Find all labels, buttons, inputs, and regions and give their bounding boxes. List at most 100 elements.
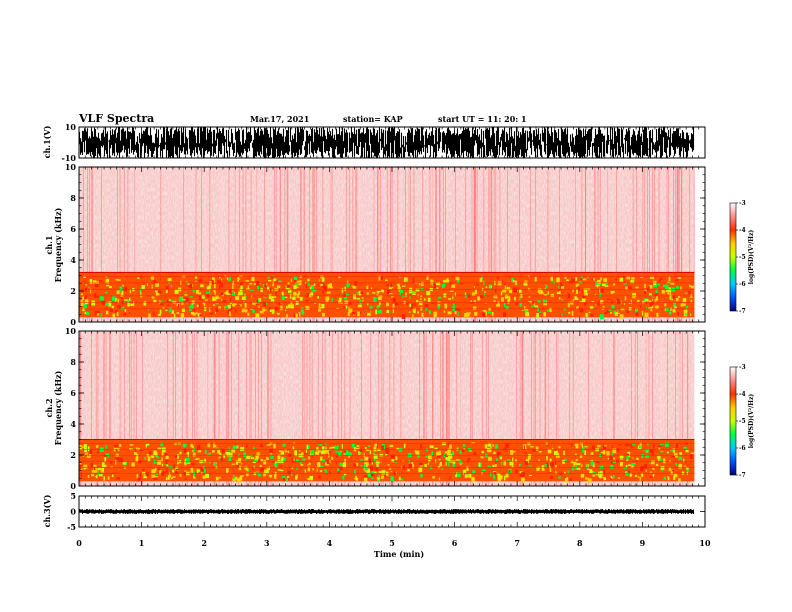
band-cell <box>423 298 426 301</box>
band-cell <box>599 314 604 320</box>
band-cell <box>377 448 381 451</box>
band-cell <box>366 292 369 295</box>
band-cell <box>286 313 288 319</box>
band-cell <box>263 297 267 299</box>
band-cell <box>127 302 130 307</box>
band-cell <box>321 304 325 309</box>
band-cell <box>652 296 654 298</box>
band-cell <box>566 279 569 282</box>
band-cell <box>635 286 639 289</box>
band-cell <box>153 477 158 480</box>
band-cell <box>221 449 225 454</box>
band-cell <box>295 313 298 319</box>
band-cell <box>544 288 546 290</box>
band-cell <box>185 281 189 284</box>
band-cell <box>603 451 606 455</box>
band-cell <box>619 277 624 282</box>
band-cell <box>264 284 268 288</box>
band-cell <box>236 445 239 449</box>
band-cell <box>650 475 653 478</box>
band-cell <box>145 443 148 448</box>
band-cell <box>675 463 678 466</box>
band-cell <box>235 465 240 468</box>
band-cell <box>212 296 217 301</box>
band-cell <box>106 278 110 284</box>
band-cell <box>221 456 223 461</box>
band-cell <box>434 447 438 450</box>
band-cell <box>181 308 185 312</box>
band-cell <box>390 454 395 459</box>
band-cell <box>307 278 310 282</box>
band-cell <box>192 449 194 452</box>
band-cell <box>393 458 396 461</box>
band-cell <box>272 461 275 463</box>
date-label: Mar.17, 2021 <box>250 114 309 124</box>
band-cell <box>549 469 552 474</box>
band-cell <box>684 292 688 295</box>
band-cell <box>660 301 664 303</box>
band-cell <box>448 455 451 461</box>
band-cell <box>457 279 460 284</box>
band-cell <box>258 298 262 302</box>
band-cell <box>273 279 277 281</box>
band-cell <box>571 278 575 283</box>
band-cell <box>320 284 323 286</box>
band-cell <box>652 275 655 280</box>
band-cell <box>660 450 664 453</box>
band-cell <box>217 449 220 454</box>
band-cell <box>257 299 260 304</box>
band-cell <box>196 304 200 308</box>
band-cell <box>546 309 550 312</box>
band-cell <box>243 452 247 457</box>
band-cell <box>661 289 665 294</box>
band-cell <box>598 284 602 286</box>
band-cell <box>452 295 454 300</box>
band-cell <box>112 313 115 318</box>
band-cell <box>229 275 231 280</box>
band-cell <box>528 296 531 298</box>
band-cell <box>678 478 681 482</box>
band-cell <box>208 289 211 295</box>
band-cell <box>426 291 431 296</box>
band-cell <box>623 467 627 469</box>
band-cell <box>200 470 203 474</box>
band-cell <box>121 290 124 296</box>
band-cell <box>649 471 653 473</box>
band-cell <box>585 476 588 480</box>
band-cell <box>252 302 257 305</box>
band-cell <box>313 302 317 305</box>
band-cell <box>667 292 670 295</box>
band-cell <box>293 279 297 282</box>
band-cell <box>233 474 235 480</box>
band-cell <box>367 312 371 316</box>
band-cell <box>445 462 447 466</box>
band-cell <box>347 311 350 317</box>
band-cell <box>545 284 548 289</box>
band-cell <box>606 282 608 287</box>
band-cell <box>130 303 134 306</box>
band-cell <box>79 464 82 469</box>
band-cell <box>302 458 306 461</box>
band-cell <box>208 307 211 313</box>
band-cell <box>100 468 104 473</box>
band-cell <box>180 313 185 318</box>
band-cell <box>403 277 408 283</box>
band-cell <box>320 465 324 468</box>
band-cell <box>159 278 161 281</box>
band-cell <box>417 454 420 458</box>
band-cell <box>170 300 174 302</box>
band-cell <box>683 458 685 463</box>
band-cell <box>595 461 600 463</box>
band-cell <box>524 280 528 282</box>
band-cell <box>185 477 187 480</box>
band-cell <box>358 450 360 456</box>
band-cell <box>451 276 454 278</box>
band-cell <box>193 475 195 478</box>
band-cell <box>437 304 441 306</box>
band-cell <box>310 292 314 297</box>
band-cell <box>224 275 227 277</box>
band-cell <box>580 473 585 478</box>
band-cell <box>370 311 372 313</box>
ch1-waveform-ylabel: ch.1(V) <box>42 125 52 158</box>
band-cell <box>426 275 429 280</box>
